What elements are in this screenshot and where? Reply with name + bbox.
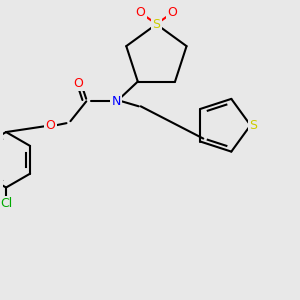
Text: O: O — [74, 77, 83, 90]
Text: O: O — [167, 6, 177, 19]
Text: Cl: Cl — [0, 197, 12, 210]
Text: S: S — [152, 18, 160, 31]
Text: N: N — [111, 95, 121, 108]
Text: O: O — [136, 6, 146, 19]
Text: S: S — [250, 119, 257, 132]
Text: O: O — [46, 118, 56, 132]
